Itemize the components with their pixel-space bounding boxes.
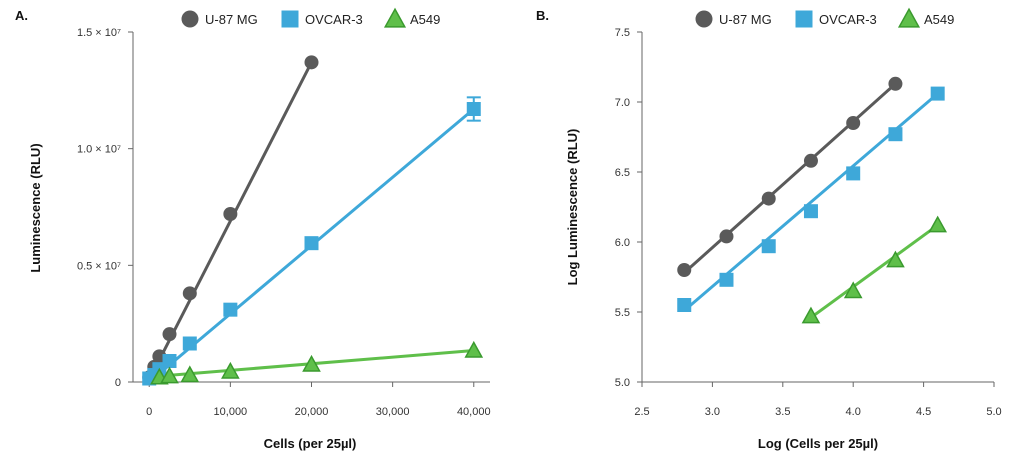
panel-a-point-a549 <box>180 365 200 383</box>
panel-b-x-tick-label: 3.0 <box>705 406 720 418</box>
panel-b-point-a549 <box>801 306 821 324</box>
panel-a-point-u87 <box>162 327 177 342</box>
panel-b-legend-label-ovcar: OVCAR-3 <box>819 12 877 27</box>
panel-b-legend-marker-ovcar <box>795 10 813 28</box>
panel-b-point-ovcar <box>846 166 861 181</box>
panel-b-y-axis-label: Log Luminescence (RLU) <box>565 129 580 286</box>
panel-b-point-ovcar <box>930 86 945 101</box>
panel-a-legend-marker-u87 <box>181 10 199 28</box>
panel-a-legend-marker-ovcar <box>281 10 299 28</box>
panel-a-point-a549 <box>302 354 321 372</box>
panel-a-legend-label-a549: A549 <box>410 12 440 27</box>
panel-a-y-tick-label: 0 <box>115 377 121 389</box>
panel-b-legend-marker-a549 <box>897 7 921 28</box>
panel-a-x-tick-label: 10,000 <box>214 406 248 418</box>
panel-a-point-u87 <box>223 207 238 221</box>
panel-b-legend: U-87 MG OVCAR-3 A549 <box>695 7 954 28</box>
panel-a-legend-label-ovcar: OVCAR-3 <box>305 12 363 27</box>
panel-b-x-tick-label: 2.5 <box>634 406 649 418</box>
panel-b-y-tick-label: 5.0 <box>615 377 630 389</box>
panel-a-fit-line-u87 <box>147 61 313 381</box>
panel-b-y-tick-label: 7.0 <box>615 97 630 109</box>
panel-a-point-ovcar <box>304 236 319 251</box>
panel-b-fit-line-u87 <box>683 82 897 274</box>
panel-a-y-tick-label: 1.5 × 10⁷ <box>77 27 121 39</box>
panel-b-point-a549 <box>843 281 863 299</box>
panel-b-point-ovcar <box>888 127 903 142</box>
panel-b-label: B. <box>536 8 549 23</box>
panel-a-legend-label-u87: U-87 MG <box>205 12 258 27</box>
panel-a-fit-line-a549 <box>159 349 474 378</box>
panel-a-label: A. <box>15 8 28 23</box>
panel-b-legend-label-u87: U-87 MG <box>719 12 772 27</box>
panel-a-point-u87 <box>182 286 197 301</box>
panel-a-point-a549 <box>160 366 179 384</box>
panel-b-x-tick-label: 4.0 <box>846 406 861 418</box>
panel-a-x-axis-label: Cells (per 25µl) <box>264 436 357 451</box>
panel-b-point-u87 <box>888 76 903 91</box>
panel-a-legend: U-87 MG OVCAR-3 A549 <box>181 7 440 28</box>
panel-b-x-tick-label: 3.5 <box>775 406 790 418</box>
panel-a-chart: A. Cells (per 25µl) Luminescence (RLU) U… <box>15 7 491 451</box>
panel-b-point-ovcar <box>677 298 692 312</box>
panel-a-x-tick-label: 30,000 <box>376 406 410 418</box>
panel-b-point-u87 <box>761 191 776 206</box>
panel-b-x-tick-label: 4.5 <box>916 406 931 418</box>
panel-a-point-a549 <box>221 361 240 379</box>
panel-b-x-tick-label: 5.0 <box>986 406 1001 418</box>
panel-a-y-tick-label: 0.5 × 10⁷ <box>77 260 121 272</box>
panel-b-legend-label-a549: A549 <box>924 12 954 27</box>
panel-b-chart: B. Log (Cells per 25µl) Log Luminescence… <box>536 7 1002 451</box>
panel-b-point-u87 <box>677 263 692 277</box>
panel-b-y-tick-label: 5.5 <box>615 307 630 319</box>
panel-b-point-ovcar <box>761 239 776 254</box>
panel-b-point-ovcar <box>803 204 818 219</box>
panel-a-point-u87 <box>304 55 319 70</box>
panel-a-point-a549 <box>464 340 484 358</box>
panel-a-x-tick-label: 40,000 <box>457 406 491 418</box>
panel-b-y-tick-label: 6.5 <box>615 167 630 179</box>
panel-a-y-axis-label: Luminescence (RLU) <box>28 143 43 272</box>
panel-a-point-ovcar <box>223 302 238 317</box>
panel-a-point-ovcar <box>466 102 481 116</box>
panel-b-legend-marker-u87 <box>695 10 713 28</box>
panel-a-x-tick-label: 20,000 <box>295 406 329 418</box>
panel-a-legend-marker-a549 <box>383 7 407 28</box>
panel-b-y-tick-label: 7.5 <box>615 27 630 39</box>
panel-b-point-u87 <box>846 116 861 130</box>
panel-b-point-u87 <box>719 229 734 244</box>
panel-b-point-a549 <box>886 250 905 268</box>
panel-a-y-tick-label: 1.0 × 10⁷ <box>77 144 121 156</box>
panel-b-y-tick-label: 6.0 <box>615 237 630 249</box>
panel-b-point-u87 <box>803 153 818 168</box>
panel-a-point-ovcar <box>182 336 197 351</box>
panel-a-point-ovcar <box>162 354 177 368</box>
panel-a-x-tick-label: 0 <box>146 406 152 418</box>
panel-b-point-ovcar <box>719 272 734 287</box>
panel-b-point-a549 <box>928 215 948 233</box>
panel-b-fit-line-a549 <box>810 223 939 319</box>
panel-b-x-axis-label: Log (Cells per 25µl) <box>758 436 878 451</box>
